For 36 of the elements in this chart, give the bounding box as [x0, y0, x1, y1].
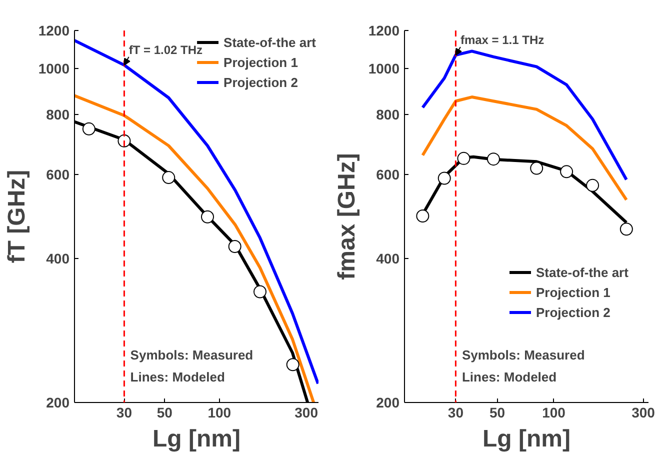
y-tick-label: 1000: [368, 60, 400, 76]
x-tick-label: 30: [448, 404, 464, 420]
y-tick-label: 1000: [38, 60, 70, 76]
legend-label: State-of-the art: [224, 34, 316, 50]
legend-label: Projection 1: [224, 54, 298, 70]
legend-label: Projection 2: [224, 74, 298, 90]
y-axis-title: fT [GHz]: [3, 170, 30, 264]
y-tick-label: 1200: [368, 22, 400, 38]
y-tick-label: 1200: [38, 22, 70, 38]
legend-label: Projection 2: [536, 304, 610, 320]
annotation: fT = 1.02 THz: [128, 42, 203, 57]
x-axis-title: Lg [nm]: [482, 426, 570, 452]
x-tick-label: 100: [542, 404, 566, 420]
x-tick-label: 300: [632, 404, 656, 420]
y-tick-label: 200: [46, 394, 70, 410]
annotation: fmax = 1.1 THz: [460, 32, 544, 47]
y-tick-label: 400: [46, 250, 70, 267]
x-axis-title: Lg [nm]: [152, 426, 240, 452]
annotation: Symbols: Measured: [462, 348, 585, 362]
y-tick-label: 200: [376, 394, 400, 410]
annotation: Lines: Modeled: [130, 370, 225, 384]
x-tick-label: 100: [208, 404, 232, 420]
legend-label: Projection 1: [536, 284, 610, 300]
y-tick-label: 600: [376, 166, 400, 182]
annotation: Symbols: Measured: [130, 348, 254, 362]
x-tick-label: 50: [156, 404, 173, 420]
x-tick-label: 300: [294, 404, 318, 420]
x-tick-label: 50: [490, 404, 506, 420]
y-tick-label: 400: [376, 250, 400, 267]
annotation: Lines: Modeled: [462, 370, 557, 384]
y-tick-label: 800: [376, 106, 400, 123]
x-tick-label: 30: [116, 404, 132, 420]
y-tick-label: 800: [46, 106, 70, 123]
y-tick-label: 600: [46, 166, 70, 182]
y-axis-title: fmax [GHz]: [333, 153, 360, 280]
legend-label: State-of-the art: [536, 264, 628, 280]
